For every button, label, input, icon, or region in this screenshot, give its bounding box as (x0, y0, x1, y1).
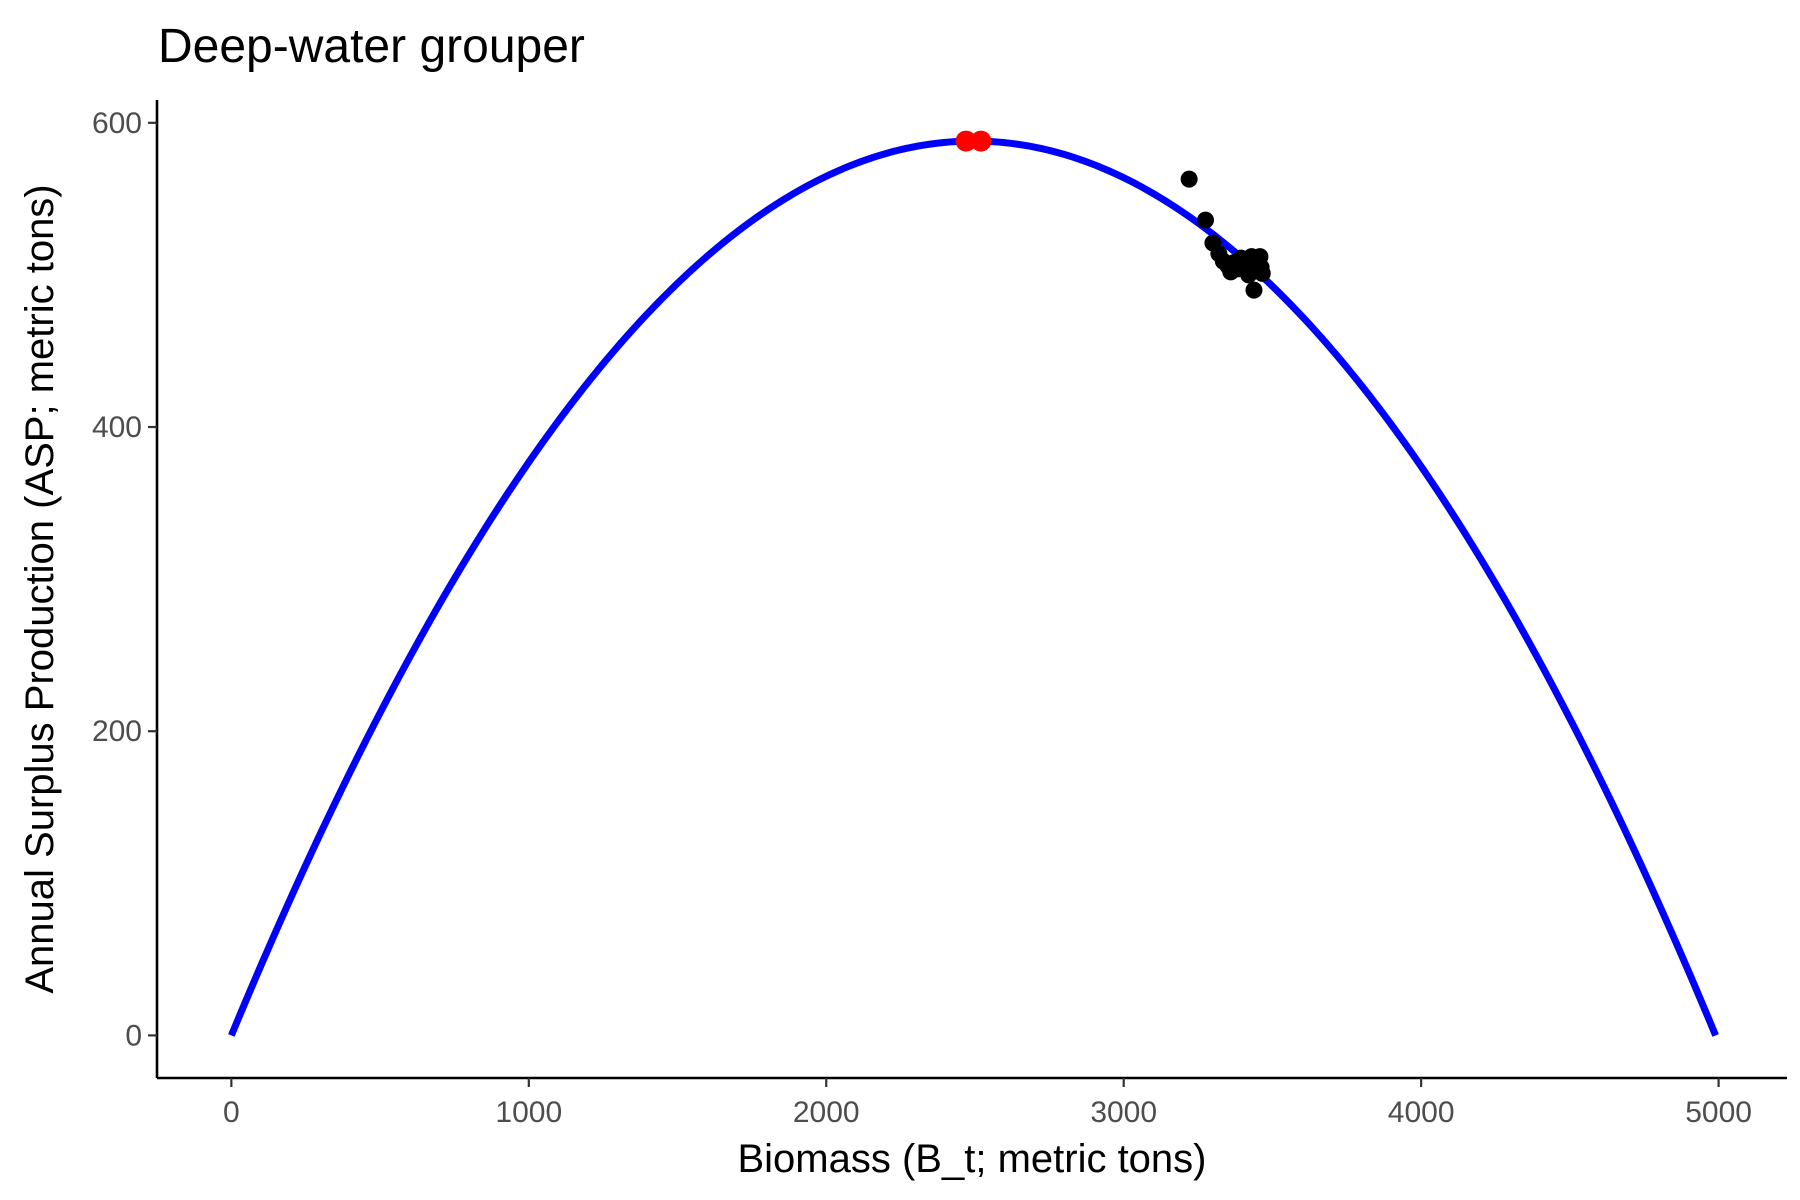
y-tick-label-400: 400 (92, 411, 142, 444)
axes (155, 100, 1787, 1080)
x-tick-label-5000: 5000 (1685, 1096, 1752, 1129)
msy-point-2 (970, 130, 992, 152)
msy-point-1 (955, 130, 977, 152)
x-tick-label-0: 0 (223, 1096, 240, 1129)
y-ticks: 0 200 400 600 (92, 107, 157, 1052)
y-tick-label-200: 200 (92, 715, 142, 748)
plot-area (228, 130, 1719, 1037)
observation-point-14 (1245, 281, 1263, 299)
x-tick-label-2000: 2000 (793, 1096, 860, 1129)
y-tick-label-600: 600 (92, 107, 142, 140)
y-tick-label-0: 0 (125, 1019, 142, 1052)
x-tick-label-3000: 3000 (1090, 1096, 1157, 1129)
chart-title: Deep-water grouper (158, 20, 585, 73)
x-tick-label-4000: 4000 (1388, 1096, 1455, 1129)
y-axis-title: Annual Surplus Production (ASP; metric t… (18, 184, 62, 993)
x-ticks: 0 1000 2000 3000 4000 5000 (223, 1078, 1752, 1129)
observation-point-19 (1253, 264, 1271, 282)
x-axis-title: Biomass (B_t; metric tons) (737, 1137, 1206, 1181)
observation-point-1 (1180, 170, 1198, 188)
x-tick-label-1000: 1000 (495, 1096, 562, 1129)
observation-point-2 (1196, 211, 1214, 229)
production-curve (228, 137, 1719, 1037)
